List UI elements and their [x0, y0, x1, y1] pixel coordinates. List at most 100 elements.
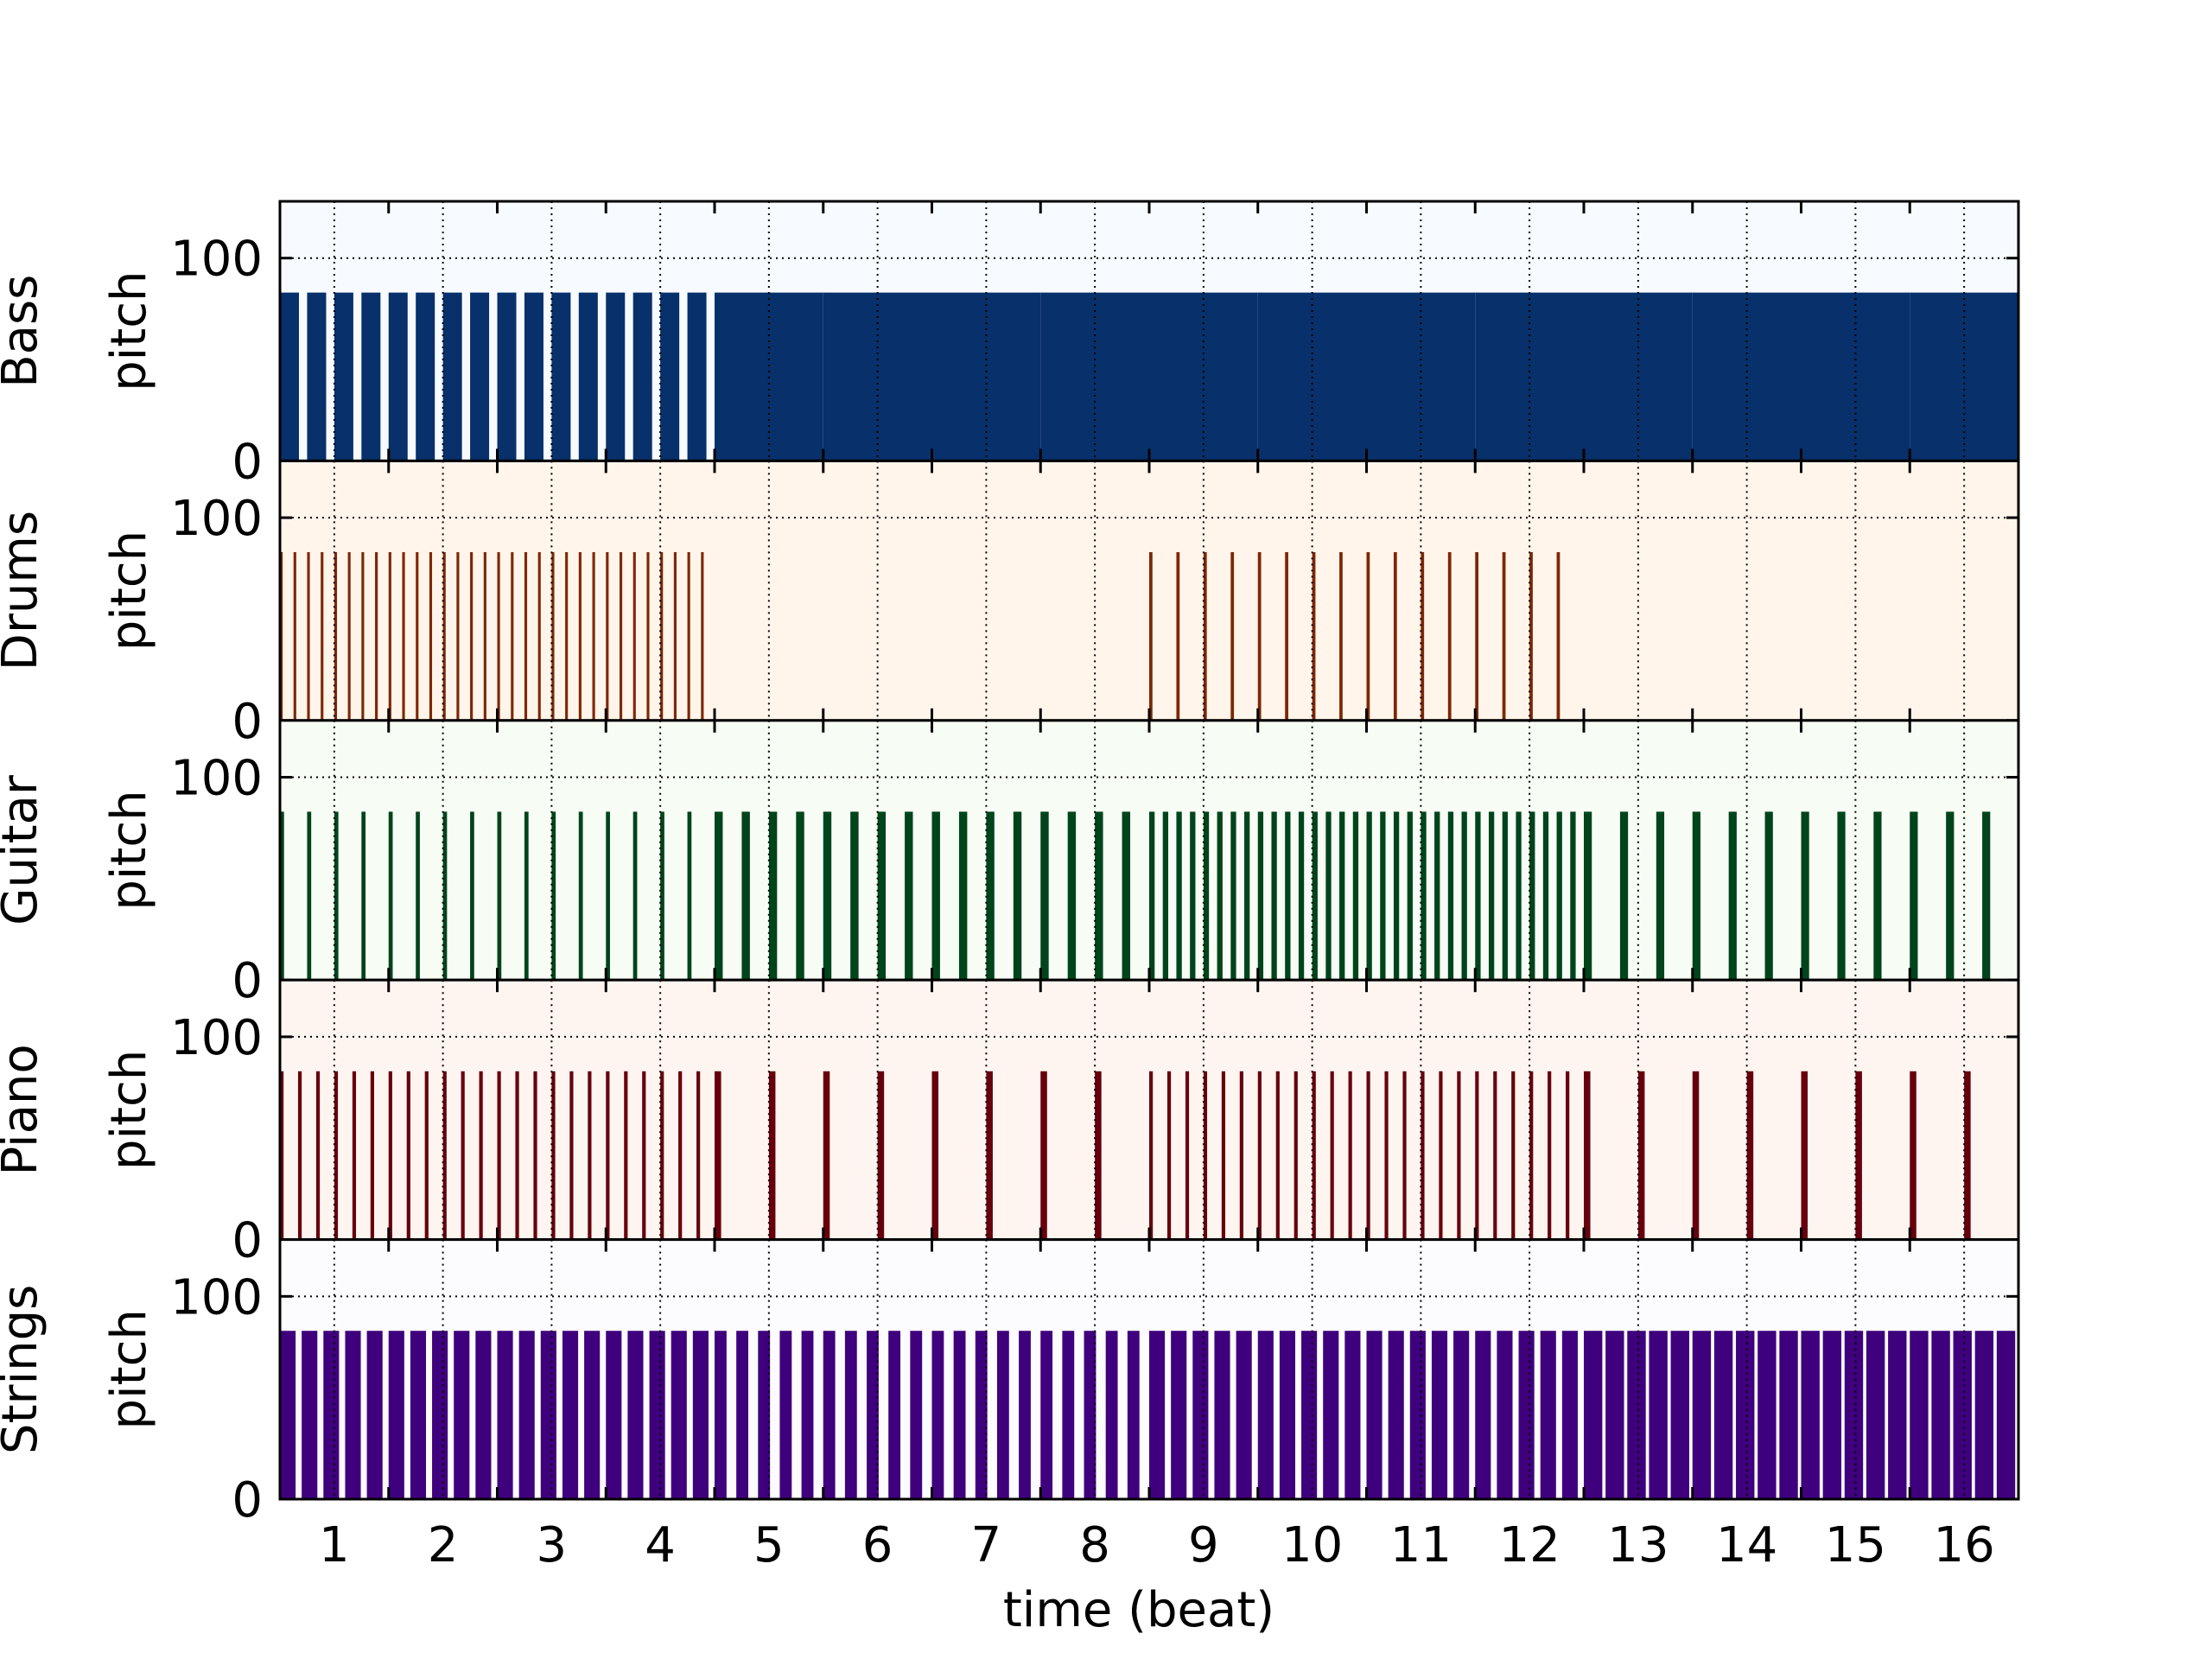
note-bar: [307, 552, 310, 721]
note-bar: [366, 1331, 383, 1499]
note-bar: [1529, 552, 1533, 721]
note-bar: [565, 552, 569, 721]
track-panels: 0100pitchBass0100pitchDrums0100pitchGuit…: [0, 200, 2020, 1529]
note-bar: [1149, 552, 1153, 721]
note-bar: [1488, 811, 1495, 981]
note-bar: [768, 811, 778, 981]
note-bar: [1285, 811, 1291, 981]
note-bar: [334, 552, 338, 721]
y-tick-label: 100: [170, 751, 263, 807]
y-axis-label: pitch: [101, 1309, 157, 1429]
y-tick-label: 100: [170, 1269, 263, 1325]
y-tick-label: 0: [232, 1472, 263, 1529]
note-bar: [1497, 1331, 1513, 1499]
note-bar: [1352, 811, 1359, 981]
note-bar: [1584, 1071, 1591, 1240]
note-bar: [1873, 811, 1882, 981]
note-bar: [361, 292, 381, 461]
note-bar: [1801, 1331, 1820, 1499]
note-bar: [280, 552, 283, 721]
note-bar: [1542, 811, 1549, 981]
note-bar: [361, 811, 366, 981]
note-bar: [280, 292, 300, 461]
note-bar: [442, 292, 462, 461]
note-bar: [1421, 811, 1427, 981]
note-bar: [588, 1071, 592, 1240]
beat-ticks: [280, 461, 2018, 722]
note-bar: [1692, 1071, 1700, 1240]
note-bar: [416, 552, 419, 721]
track-name-label: Piano: [0, 1044, 48, 1175]
note-bar: [518, 1331, 535, 1499]
note-bar: [416, 811, 420, 981]
note-bar: [315, 1071, 321, 1240]
note-bar: [280, 1331, 296, 1499]
note-bar: [1475, 1331, 1491, 1499]
note-bar: [627, 1331, 644, 1499]
note-bar: [1393, 811, 1400, 981]
note-bar: [888, 1331, 901, 1499]
y-axis-label: pitch: [101, 790, 157, 910]
note-bar: [424, 1071, 429, 1240]
note-bar: [1431, 1331, 1448, 1499]
note-bar: [1279, 1331, 1296, 1499]
note-bar: [406, 1071, 410, 1240]
note-bar: [986, 811, 995, 981]
note-bar: [388, 552, 391, 721]
note-bar: [1221, 1071, 1226, 1240]
y-tick-label: 100: [170, 491, 263, 547]
y-axis-label: pitch: [101, 531, 157, 651]
note-bar: [958, 811, 968, 981]
note-bar: [524, 811, 529, 981]
x-tick-label: 2: [428, 1517, 459, 1573]
note-bar: [736, 1331, 748, 1499]
note-bar: [877, 811, 887, 981]
note-bar: [1605, 1331, 1624, 1499]
note-bar: [1453, 1331, 1470, 1499]
note-bar: [1257, 1071, 1262, 1240]
note-bar: [996, 1331, 1009, 1499]
note-bar: [632, 811, 638, 981]
grid-lines: [280, 461, 2018, 721]
note-bar: [779, 1331, 792, 1499]
note-bar: [1548, 1071, 1552, 1240]
note-bar: [1257, 811, 1264, 981]
note-bar: [1584, 1331, 1603, 1499]
x-axis-label: time (beat): [1003, 1582, 1274, 1638]
note-bar: [475, 1331, 492, 1499]
note-bar: [1493, 1071, 1497, 1240]
note-bar: [1149, 811, 1155, 981]
note-bar: [442, 811, 448, 981]
x-tick-label: 13: [1607, 1517, 1669, 1573]
note-bar: [905, 811, 913, 981]
note-bar: [678, 1071, 683, 1240]
note-bar: [687, 292, 707, 461]
note-bar: [1330, 1071, 1334, 1240]
note-bar: [1366, 552, 1370, 721]
note-bar: [1801, 811, 1809, 981]
note-bar: [1294, 1071, 1298, 1240]
note-bar: [1561, 1331, 1578, 1499]
note-bar: [524, 552, 528, 721]
note-bar: [1713, 1331, 1733, 1499]
note-bar: [293, 552, 296, 721]
y-tick-label: 0: [232, 953, 263, 1009]
note-bar: [931, 1071, 939, 1240]
note-bar: [1192, 1331, 1209, 1499]
note-bar: [1122, 811, 1130, 981]
note-bar: [497, 292, 517, 461]
note-bar: [1421, 552, 1425, 721]
note-bar: [1570, 811, 1576, 981]
x-tick-label: 14: [1716, 1517, 1777, 1573]
note-bar: [569, 1071, 574, 1240]
note-bar: [454, 1331, 470, 1499]
note-bar: [796, 811, 804, 981]
note-bar: [280, 1071, 284, 1240]
x-tick-label: 12: [1498, 1517, 1560, 1573]
note-bar: [584, 1331, 601, 1499]
beat-ticks: [280, 1239, 2018, 1501]
note-bar: [537, 552, 541, 721]
note-bar: [1518, 1331, 1535, 1499]
note-bar: [578, 811, 583, 981]
